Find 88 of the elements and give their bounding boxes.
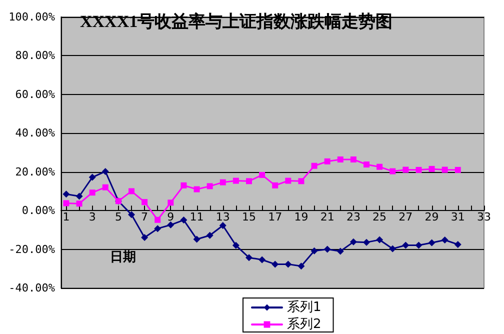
x-tick-label: 1 <box>62 210 70 224</box>
point <box>272 260 279 268</box>
point <box>390 168 396 174</box>
y-tick-label: -20.00% <box>8 242 56 256</box>
point <box>284 260 292 268</box>
point <box>154 216 161 223</box>
x-tick-label: 19 <box>294 210 308 224</box>
point <box>246 254 252 262</box>
x-tick-label: 7 <box>141 210 148 224</box>
point <box>389 245 396 252</box>
point <box>336 248 344 255</box>
point <box>428 166 435 172</box>
x-tick-label: 11 <box>190 210 204 224</box>
point <box>88 174 96 181</box>
point <box>441 236 448 244</box>
point <box>416 166 422 173</box>
point <box>350 156 356 162</box>
y-tick-label: 0.00% <box>22 204 56 218</box>
x-tick-label: 23 <box>346 210 360 224</box>
point <box>62 190 70 198</box>
point <box>428 239 436 246</box>
y-tick-label: 100.00% <box>8 10 56 24</box>
y-tick-label: -40.00% <box>8 282 56 294</box>
point <box>167 221 174 228</box>
point <box>415 242 422 249</box>
point <box>258 256 266 264</box>
point <box>232 178 239 184</box>
x-tick-label: 31 <box>450 210 465 224</box>
point <box>310 247 318 254</box>
point <box>364 162 370 168</box>
x-tick-label: 3 <box>88 210 96 224</box>
point <box>298 178 304 184</box>
point <box>76 200 82 207</box>
point <box>102 168 109 175</box>
x-tick-label: 17 <box>268 210 282 224</box>
point <box>337 156 344 162</box>
point <box>142 199 148 206</box>
x-axis-title: 日期 <box>110 250 136 265</box>
point <box>272 182 278 188</box>
point <box>285 178 292 184</box>
point <box>350 238 357 246</box>
point <box>128 211 135 218</box>
point <box>363 238 370 246</box>
legend-label: 系列2 <box>287 317 322 332</box>
point <box>232 242 240 249</box>
point <box>154 225 162 232</box>
point <box>180 182 187 188</box>
point <box>376 164 383 170</box>
point <box>311 162 318 169</box>
point <box>128 188 134 194</box>
x-tick-label: 25 <box>372 210 387 224</box>
x-tick-label: 5 <box>114 210 122 224</box>
point <box>442 166 448 173</box>
point <box>194 186 200 192</box>
point <box>402 242 410 249</box>
point <box>102 184 108 190</box>
point <box>454 166 461 173</box>
legend-label: 系列1 <box>287 300 322 315</box>
point <box>454 240 462 248</box>
point <box>141 234 148 241</box>
point <box>324 246 331 253</box>
point <box>168 200 174 206</box>
point <box>402 166 409 173</box>
point <box>206 183 213 190</box>
x-tick-label: 13 <box>216 210 230 224</box>
x-tick-label: 27 <box>398 210 413 224</box>
point <box>89 190 96 196</box>
x-tick-label: 15 <box>242 210 256 224</box>
x-tick-label: 9 <box>167 210 174 224</box>
point <box>246 178 252 184</box>
x-tick-label: 29 <box>424 210 439 224</box>
point <box>76 192 83 200</box>
point <box>324 158 330 164</box>
point <box>63 200 70 206</box>
x-tick-label: 33 <box>477 210 491 224</box>
point <box>206 232 214 239</box>
x-tick-label: 21 <box>320 210 334 224</box>
point <box>193 236 200 243</box>
y-tick-label: 60.00% <box>15 88 56 101</box>
y-tick-label: 20.00% <box>15 165 56 178</box>
point <box>220 179 226 186</box>
y-tick-label: 80.00% <box>15 49 56 62</box>
point <box>259 172 266 178</box>
point <box>298 262 305 270</box>
point <box>376 236 384 244</box>
point <box>180 216 188 224</box>
y-tick-label: 40.00% <box>15 126 56 140</box>
point <box>219 222 226 229</box>
